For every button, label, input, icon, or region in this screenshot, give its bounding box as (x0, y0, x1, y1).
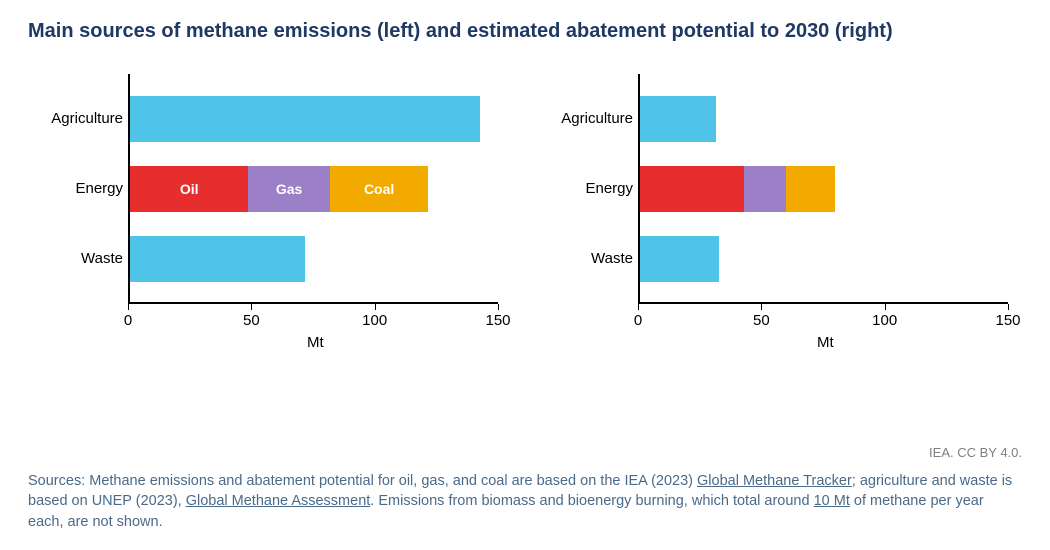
x-tick-label: 100 (872, 312, 897, 329)
x-tick-label: 50 (753, 312, 770, 329)
x-axis-title: Mt (817, 334, 834, 351)
x-tick-mark (498, 304, 499, 310)
bar-segment (640, 96, 716, 142)
sources-text: Sources: Methane emissions and abatement… (28, 473, 697, 489)
sources-text: . Emissions from biomass and bioenergy b… (370, 493, 813, 509)
x-tick-mark (375, 304, 376, 310)
x-tick-mark (251, 304, 252, 310)
left-chart: OilGasCoal Agriculture Energy Waste 0 50 100 1… (28, 74, 508, 374)
bar-segment: Gas (248, 166, 329, 212)
x-tick-mark (1008, 304, 1009, 310)
right-plot-area (638, 74, 1008, 304)
x-tick-label: 0 (634, 312, 642, 329)
x-tick-mark (128, 304, 129, 310)
x-tick-label: 0 (124, 312, 132, 329)
category-label: Energy (543, 180, 633, 197)
x-tick-mark (885, 304, 886, 310)
bar-row (640, 96, 716, 142)
bar-segment (640, 236, 719, 282)
x-tick-label: 100 (362, 312, 387, 329)
x-tick-mark (761, 304, 762, 310)
bar-row (640, 166, 835, 212)
charts-container: OilGasCoal Agriculture Energy Waste 0 50 100 1… (28, 74, 1022, 374)
chart-title: Main sources of methane emissions (left)… (28, 18, 1022, 44)
sources-caption: Sources: Methane emissions and abatement… (28, 471, 1022, 532)
bar-segment (130, 96, 480, 142)
bar-row (130, 96, 480, 142)
x-tick-mark (638, 304, 639, 310)
category-label: Energy (33, 180, 123, 197)
bar-segment: Coal (330, 166, 429, 212)
category-label: Waste (33, 250, 123, 267)
category-label: Waste (543, 250, 633, 267)
link-10mt[interactable]: 10 Mt (814, 493, 850, 509)
category-label: Agriculture (33, 110, 123, 127)
left-plot-area: OilGasCoal (128, 74, 498, 304)
x-axis-title: Mt (307, 334, 324, 351)
x-tick-label: 150 (995, 312, 1020, 329)
x-tick-label: 150 (485, 312, 510, 329)
link-global-methane-assessment[interactable]: Global Methane Assessment (186, 493, 371, 509)
category-label: Agriculture (543, 110, 633, 127)
bar-segment (640, 166, 744, 212)
bar-segment (130, 236, 305, 282)
bar-segment: Oil (130, 166, 248, 212)
link-global-methane-tracker[interactable]: Global Methane Tracker (697, 473, 852, 489)
bar-segment (786, 166, 835, 212)
bar-row (130, 236, 305, 282)
x-tick-label: 50 (243, 312, 260, 329)
right-chart: Agriculture Energy Waste 0 50 100 150 Mt (538, 74, 1018, 374)
bar-segment (744, 166, 786, 212)
bar-row (640, 236, 719, 282)
bar-row: OilGasCoal (130, 166, 428, 212)
attribution-text: IEA. CC BY 4.0. (929, 445, 1022, 460)
